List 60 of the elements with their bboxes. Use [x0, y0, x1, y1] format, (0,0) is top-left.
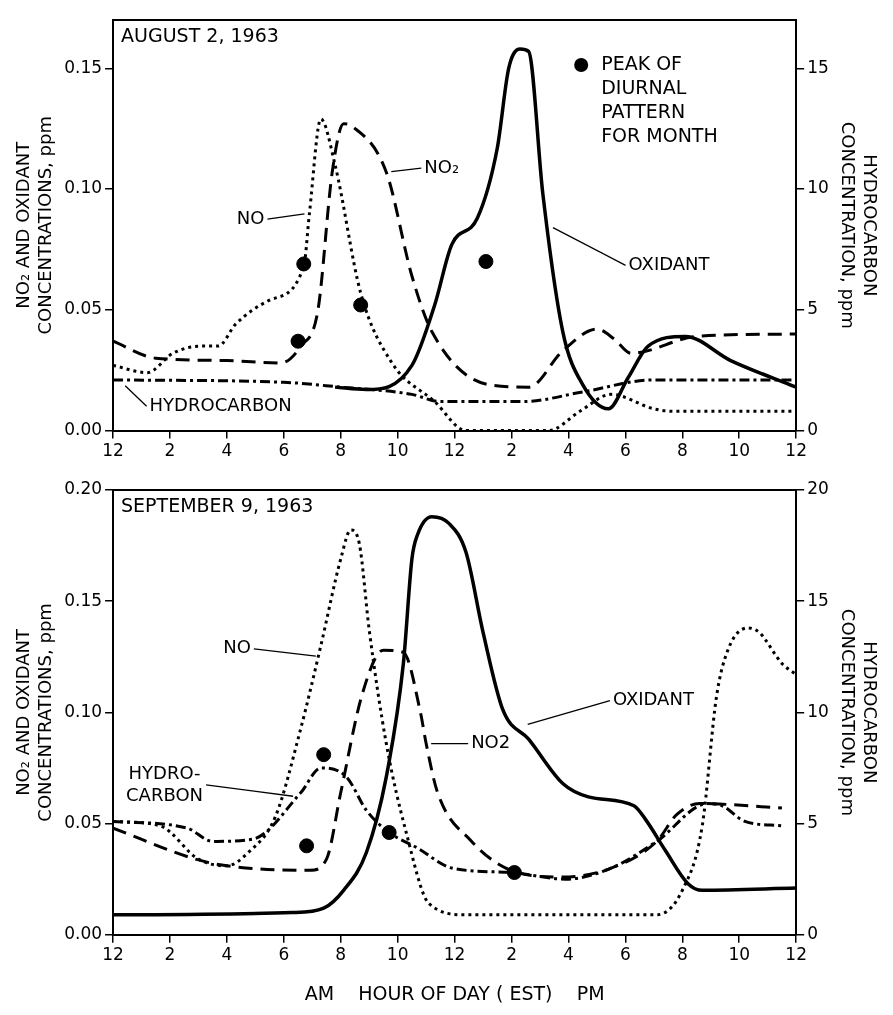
y-tick-label: 0.00	[64, 923, 103, 944]
y2-tick-label: 10	[807, 177, 829, 198]
y-tick-label: 0.10	[64, 177, 103, 198]
x-tick-label: 6	[619, 440, 631, 461]
x-axis-title: AM HOUR OF DAY ( EST) PM	[304, 981, 605, 1004]
y2-tick-label: 5	[807, 298, 818, 319]
y-tick-label: 0.20	[64, 478, 103, 499]
y-tick-label: 0.10	[64, 700, 103, 721]
y-tick-label: 0.00	[64, 419, 103, 440]
x-tick-label: 8	[676, 440, 688, 461]
y2-tick-label: 0	[807, 419, 818, 440]
annotation: NO	[236, 206, 265, 228]
x-tick-label: 12	[102, 944, 124, 965]
annotation: NO2	[471, 731, 511, 753]
x-tick-label: 12	[443, 944, 466, 965]
x-tick-label: 6	[278, 440, 290, 461]
x-tick-label: 6	[278, 944, 290, 965]
x-tick-label: 2	[506, 440, 517, 461]
y2-tick-label: 15	[807, 589, 829, 610]
y2-tick-label: 10	[807, 700, 829, 721]
annotation: OXIDANT	[612, 688, 695, 710]
x-tick-label: 2	[164, 440, 176, 461]
x-tick-label: 2	[506, 944, 517, 965]
y-tick-label: 0.15	[64, 589, 103, 610]
y2-tick-label: 15	[807, 56, 829, 77]
x-tick-label: 8	[676, 944, 688, 965]
x-tick-label: 12	[102, 440, 124, 461]
x-tick-label: 12	[443, 440, 466, 461]
x-tick-label: 6	[619, 944, 631, 965]
y2-tick-label: 0	[807, 923, 818, 944]
annotation: NO	[223, 636, 251, 658]
x-tick-label: 10	[728, 944, 751, 965]
y-tick-label: 0.05	[64, 812, 103, 833]
x-tick-label: 2	[164, 944, 176, 965]
x-tick-label: 4	[563, 944, 574, 965]
y2-tick-label: 20	[807, 478, 829, 499]
x-tick-label: 8	[335, 440, 347, 461]
y-axis-title: NO₂ AND OXIDANT CONCENTRATIONS, ppm	[12, 603, 56, 822]
x-tick-label: 4	[221, 944, 233, 965]
chart-title: SEPTEMBER 9, 1963	[121, 494, 314, 517]
chart-title: AUGUST 2, 1963	[121, 24, 279, 47]
y-tick-label: 0.05	[64, 298, 103, 319]
y-tick-label: 0.15	[64, 56, 103, 77]
y-axis-title: NO₂ AND OXIDANT CONCENTRATIONS, ppm	[12, 116, 56, 335]
x-tick-label: 8	[335, 944, 347, 965]
y2-axis-title: HYDROCARBON CONCENTRATION, ppm	[837, 121, 881, 329]
legend-label: PEAK OF DIURNAL PATTERN FOR MONTH	[601, 51, 718, 146]
y2-tick-label: 5	[807, 812, 818, 833]
annotation: HYDROCARBON	[149, 393, 292, 415]
annotation: HYDRO- CARBON	[126, 761, 204, 805]
x-tick-label: 4	[563, 440, 574, 461]
y2-axis-title: HYDROCARBON CONCENTRATION, ppm	[837, 608, 881, 816]
x-tick-label: 12	[785, 440, 807, 461]
x-tick-label: 10	[386, 944, 409, 965]
x-tick-label: 10	[728, 440, 751, 461]
annotation: NO₂	[424, 155, 460, 177]
annotation: OXIDANT	[628, 252, 711, 274]
x-tick-label: 10	[386, 440, 409, 461]
x-tick-label: 12	[785, 944, 807, 965]
x-tick-label: 4	[221, 440, 233, 461]
